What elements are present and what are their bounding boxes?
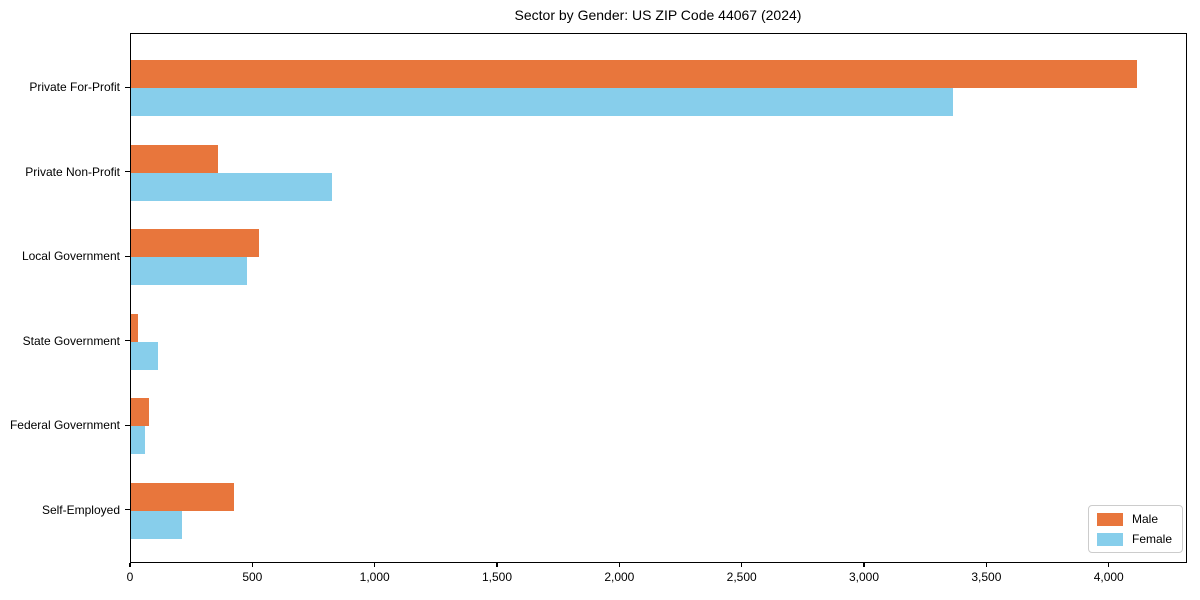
legend-entry-male: Male xyxy=(1097,512,1174,526)
x-tick-label-3-000: 3,000 xyxy=(849,570,880,584)
y-tick-label-self-employed: Self-Employed xyxy=(41,502,120,517)
legend-entry-female: Female xyxy=(1097,532,1174,546)
x-tick-mark xyxy=(129,563,131,567)
legend-swatch-male xyxy=(1097,512,1123,526)
y-tick-mark xyxy=(125,340,130,342)
x-tick-mark xyxy=(741,563,743,567)
x-tick-mark xyxy=(863,563,865,567)
legend: Male Female xyxy=(1088,505,1183,553)
bar-male-state-government xyxy=(131,313,138,342)
x-tick-mark xyxy=(618,563,620,567)
bar-female-state-government xyxy=(131,341,158,370)
bar-female-private-for-profit xyxy=(131,88,954,116)
x-tick-label-2-000: 2,000 xyxy=(604,570,635,584)
x-tick-mark xyxy=(251,563,253,567)
legend-label-male: Male xyxy=(1132,512,1159,526)
y-tick-label-local-government: Local Government xyxy=(21,249,120,263)
bar-male-federal-government xyxy=(131,398,149,426)
bar-male-self-employed xyxy=(131,482,234,511)
y-tick-mark xyxy=(125,171,130,173)
x-tick-label-2-500: 2,500 xyxy=(726,570,757,584)
x-tick-label-4-000: 4,000 xyxy=(1093,570,1124,584)
x-tick-label-0: 0 xyxy=(126,570,134,584)
y-tick-mark xyxy=(125,255,130,257)
x-tick-label-1-500: 1,500 xyxy=(481,570,513,584)
y-tick-label-private-non-profit: Private Non-Profit xyxy=(25,164,120,179)
y-tick-mark xyxy=(125,509,130,511)
x-tick-mark xyxy=(985,563,987,567)
y-tick-label-state-government: State Government xyxy=(22,333,120,348)
bar-male-local-government xyxy=(131,229,259,257)
x-tick-mark xyxy=(496,563,498,567)
x-tick-label-3-500: 3,500 xyxy=(971,570,1002,584)
chart-title: Sector by Gender: US ZIP Code 44067 (202… xyxy=(514,7,802,23)
x-tick-label-1-000: 1,000 xyxy=(359,570,390,584)
plot-area xyxy=(130,33,1187,563)
y-tick-label-federal-government: Federal Government xyxy=(9,418,120,432)
y-tick-label-private-for-profit: Private For-Profit xyxy=(29,80,120,94)
bar-female-private-non-profit xyxy=(131,172,333,201)
x-tick-label-500: 500 xyxy=(242,570,263,584)
bar-male-private-non-profit xyxy=(131,144,218,173)
x-tick-mark xyxy=(1108,563,1110,567)
y-tick-mark xyxy=(125,86,130,88)
bar-male-private-for-profit xyxy=(131,60,1137,88)
legend-label-female: Female xyxy=(1132,532,1173,546)
legend-swatch-female xyxy=(1097,532,1123,546)
bar-female-self-employed xyxy=(131,510,183,539)
x-tick-mark xyxy=(374,563,376,567)
bar-female-federal-government xyxy=(131,426,145,454)
y-tick-mark xyxy=(125,424,130,426)
bar-female-local-government xyxy=(131,257,248,285)
